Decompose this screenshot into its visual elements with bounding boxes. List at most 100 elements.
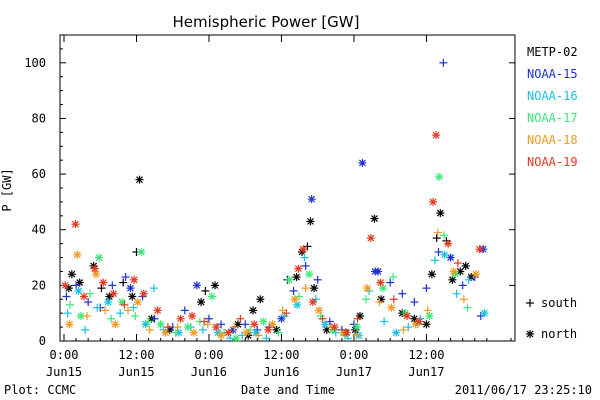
data-point-north bbox=[292, 273, 301, 282]
data-point-south bbox=[274, 328, 283, 337]
marker-stroke bbox=[308, 195, 316, 203]
marker-stroke bbox=[310, 284, 318, 292]
data-point-south bbox=[93, 303, 102, 312]
data-point-south bbox=[171, 328, 180, 337]
marker-stroke bbox=[441, 251, 448, 259]
data-point-south bbox=[204, 314, 213, 323]
data-point-north bbox=[415, 317, 424, 326]
data-point-north bbox=[370, 214, 379, 223]
data-point-south bbox=[63, 309, 72, 318]
data-point-south bbox=[163, 323, 172, 332]
marker-stroke bbox=[315, 306, 323, 314]
data-point-north bbox=[429, 197, 438, 206]
data-point-north bbox=[432, 131, 441, 140]
data-point-north bbox=[446, 253, 455, 262]
marker-stroke bbox=[299, 245, 307, 253]
marker-stroke bbox=[65, 284, 73, 292]
marker-stroke bbox=[224, 329, 232, 337]
data-point-north bbox=[444, 239, 453, 248]
data-point-north bbox=[242, 328, 251, 337]
data-point-north bbox=[310, 284, 319, 293]
data-point-south bbox=[129, 303, 138, 312]
x-tick-label-time: 0:00 bbox=[195, 348, 224, 362]
data-point-north bbox=[75, 278, 84, 287]
marker-stroke bbox=[447, 254, 455, 261]
marker-stroke bbox=[68, 270, 76, 278]
data-point-south bbox=[201, 286, 210, 295]
marker-stroke bbox=[358, 159, 366, 167]
marker-stroke bbox=[415, 318, 423, 325]
data-point-south bbox=[121, 273, 130, 282]
data-point-south bbox=[62, 292, 71, 301]
data-point-north bbox=[249, 306, 258, 315]
data-point-north bbox=[448, 275, 457, 284]
marker-stroke bbox=[363, 284, 371, 292]
x-axis: 0:00 Jun15 12:00 Jun15 0:00 Jun16 12:00 Jun16 0:… bbox=[46, 35, 512, 379]
data-point-south bbox=[101, 306, 110, 315]
data-point-north bbox=[90, 264, 99, 273]
data-point-north bbox=[306, 217, 315, 226]
data-point-south bbox=[238, 331, 247, 340]
data-point-north bbox=[65, 320, 74, 329]
data-point-south bbox=[375, 298, 384, 307]
marker-stroke bbox=[137, 248, 145, 256]
marker-stroke bbox=[76, 279, 84, 287]
data-point-south bbox=[262, 334, 271, 343]
plot-frame bbox=[59, 34, 516, 342]
legend-entry-noaa-19: NOAA-19 bbox=[527, 155, 578, 169]
marker-stroke bbox=[111, 320, 119, 328]
x-axis-label: Date and Time bbox=[241, 383, 335, 397]
data-point-south bbox=[301, 261, 310, 270]
y-tick-label: 0 bbox=[39, 334, 46, 348]
data-point-north bbox=[197, 298, 206, 307]
data-point-south bbox=[107, 314, 116, 323]
data-point-south bbox=[254, 331, 263, 340]
data-point-south bbox=[423, 306, 432, 315]
marker-stroke bbox=[353, 323, 361, 331]
data-point-south bbox=[97, 284, 106, 293]
data-point-south bbox=[200, 317, 209, 326]
marker-stroke bbox=[128, 293, 136, 300]
data-point-north bbox=[299, 245, 308, 254]
data-point-south bbox=[362, 295, 371, 304]
marker-stroke bbox=[92, 270, 100, 278]
data-point-south bbox=[241, 320, 250, 329]
x-tick-label-time: 0:00 bbox=[339, 348, 368, 362]
data-point-north bbox=[130, 275, 139, 284]
marker-stroke bbox=[256, 295, 264, 303]
data-point-north bbox=[352, 323, 361, 332]
data-point-south bbox=[464, 275, 473, 284]
marker-stroke bbox=[526, 330, 534, 338]
data-point-south bbox=[81, 325, 90, 334]
marker-stroke bbox=[99, 279, 107, 287]
marker-stroke bbox=[444, 240, 452, 248]
marker-stroke bbox=[250, 320, 258, 328]
x-tick-label-date: Jun17 bbox=[408, 365, 444, 379]
marker-stroke bbox=[91, 265, 99, 273]
data-point-south bbox=[150, 314, 159, 323]
marker-stroke bbox=[110, 290, 117, 298]
marker-stroke bbox=[259, 318, 267, 325]
data-point-south bbox=[282, 309, 291, 318]
marker-stroke bbox=[367, 234, 375, 242]
marker-stroke bbox=[188, 312, 196, 320]
data-point-north bbox=[105, 292, 114, 301]
y-tick-label: 20 bbox=[32, 278, 46, 292]
marker-stroke bbox=[154, 306, 162, 314]
data-point-south bbox=[398, 289, 407, 298]
data-point-south bbox=[230, 323, 239, 332]
marker-stroke bbox=[61, 281, 69, 289]
data-point-north bbox=[358, 158, 367, 167]
marker-stroke bbox=[136, 176, 143, 184]
marker-stroke bbox=[293, 301, 301, 309]
data-point-north bbox=[139, 289, 148, 298]
marker-stroke bbox=[379, 284, 387, 292]
data-point-north bbox=[188, 311, 197, 320]
data-point-north bbox=[480, 309, 489, 318]
data-point-north bbox=[135, 175, 144, 184]
marker-stroke bbox=[184, 323, 192, 331]
data-point-north bbox=[217, 331, 226, 340]
data-point-north bbox=[268, 320, 277, 329]
data-point-north bbox=[342, 328, 351, 337]
y-axis-label: P [GW] bbox=[0, 168, 14, 211]
